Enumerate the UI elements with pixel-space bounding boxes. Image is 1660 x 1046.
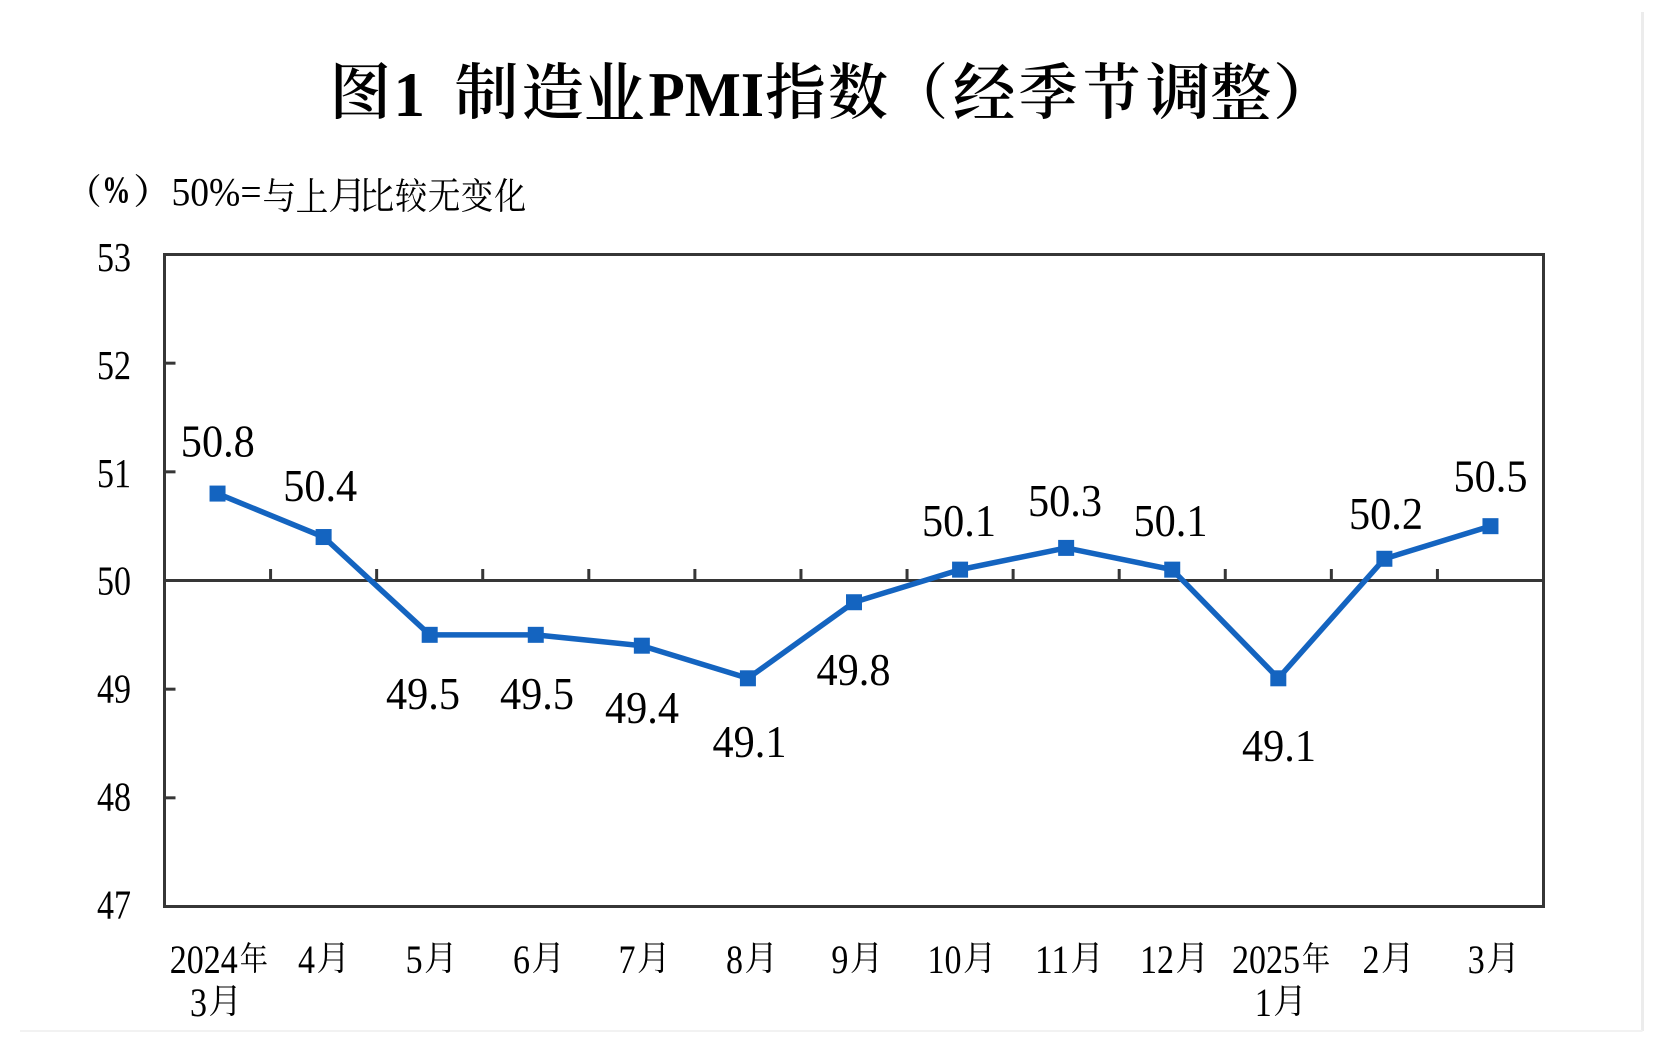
svg-text:2025: 2025 xyxy=(1232,937,1300,982)
svg-text:2024: 2024 xyxy=(170,937,238,982)
svg-text:53: 53 xyxy=(97,234,131,280)
svg-text:49.5: 49.5 xyxy=(386,668,460,719)
svg-text:50%=: 50%= xyxy=(172,170,262,215)
svg-text:6: 6 xyxy=(513,937,530,982)
svg-text:50.4: 50.4 xyxy=(283,460,357,511)
svg-text:4: 4 xyxy=(298,937,315,982)
svg-text:51: 51 xyxy=(97,450,131,496)
svg-text:2: 2 xyxy=(1363,937,1380,982)
svg-text:7: 7 xyxy=(619,937,636,982)
svg-text:49.1: 49.1 xyxy=(1242,720,1316,771)
svg-text:52: 52 xyxy=(97,342,131,388)
svg-text:8: 8 xyxy=(726,937,743,982)
svg-text:50.3: 50.3 xyxy=(1028,475,1102,526)
svg-text:47: 47 xyxy=(97,882,131,928)
svg-text:1: 1 xyxy=(1255,980,1272,1025)
svg-text:PMI: PMI xyxy=(649,60,765,130)
svg-text:50.8: 50.8 xyxy=(181,416,255,467)
svg-text:50.5: 50.5 xyxy=(1454,450,1528,501)
svg-text:50: 50 xyxy=(97,558,131,604)
svg-text:49.5: 49.5 xyxy=(500,668,574,719)
svg-text:3: 3 xyxy=(190,980,207,1025)
svg-text:11: 11 xyxy=(1035,937,1069,982)
svg-text:1: 1 xyxy=(394,60,426,130)
svg-text:50.1: 50.1 xyxy=(922,495,996,546)
svg-text:49.1: 49.1 xyxy=(713,716,787,767)
svg-text:10: 10 xyxy=(928,937,962,982)
svg-text:50.2: 50.2 xyxy=(1349,488,1423,539)
svg-text:50.1: 50.1 xyxy=(1134,495,1208,546)
svg-text:12: 12 xyxy=(1140,937,1174,982)
svg-text:49.4: 49.4 xyxy=(605,682,679,733)
svg-text:%: % xyxy=(102,169,131,211)
svg-text:49: 49 xyxy=(97,666,131,712)
svg-text:9: 9 xyxy=(831,937,848,982)
svg-text:3: 3 xyxy=(1468,937,1485,982)
svg-text:49.8: 49.8 xyxy=(817,644,891,695)
svg-text:5: 5 xyxy=(406,937,423,982)
svg-text:48: 48 xyxy=(97,774,131,820)
